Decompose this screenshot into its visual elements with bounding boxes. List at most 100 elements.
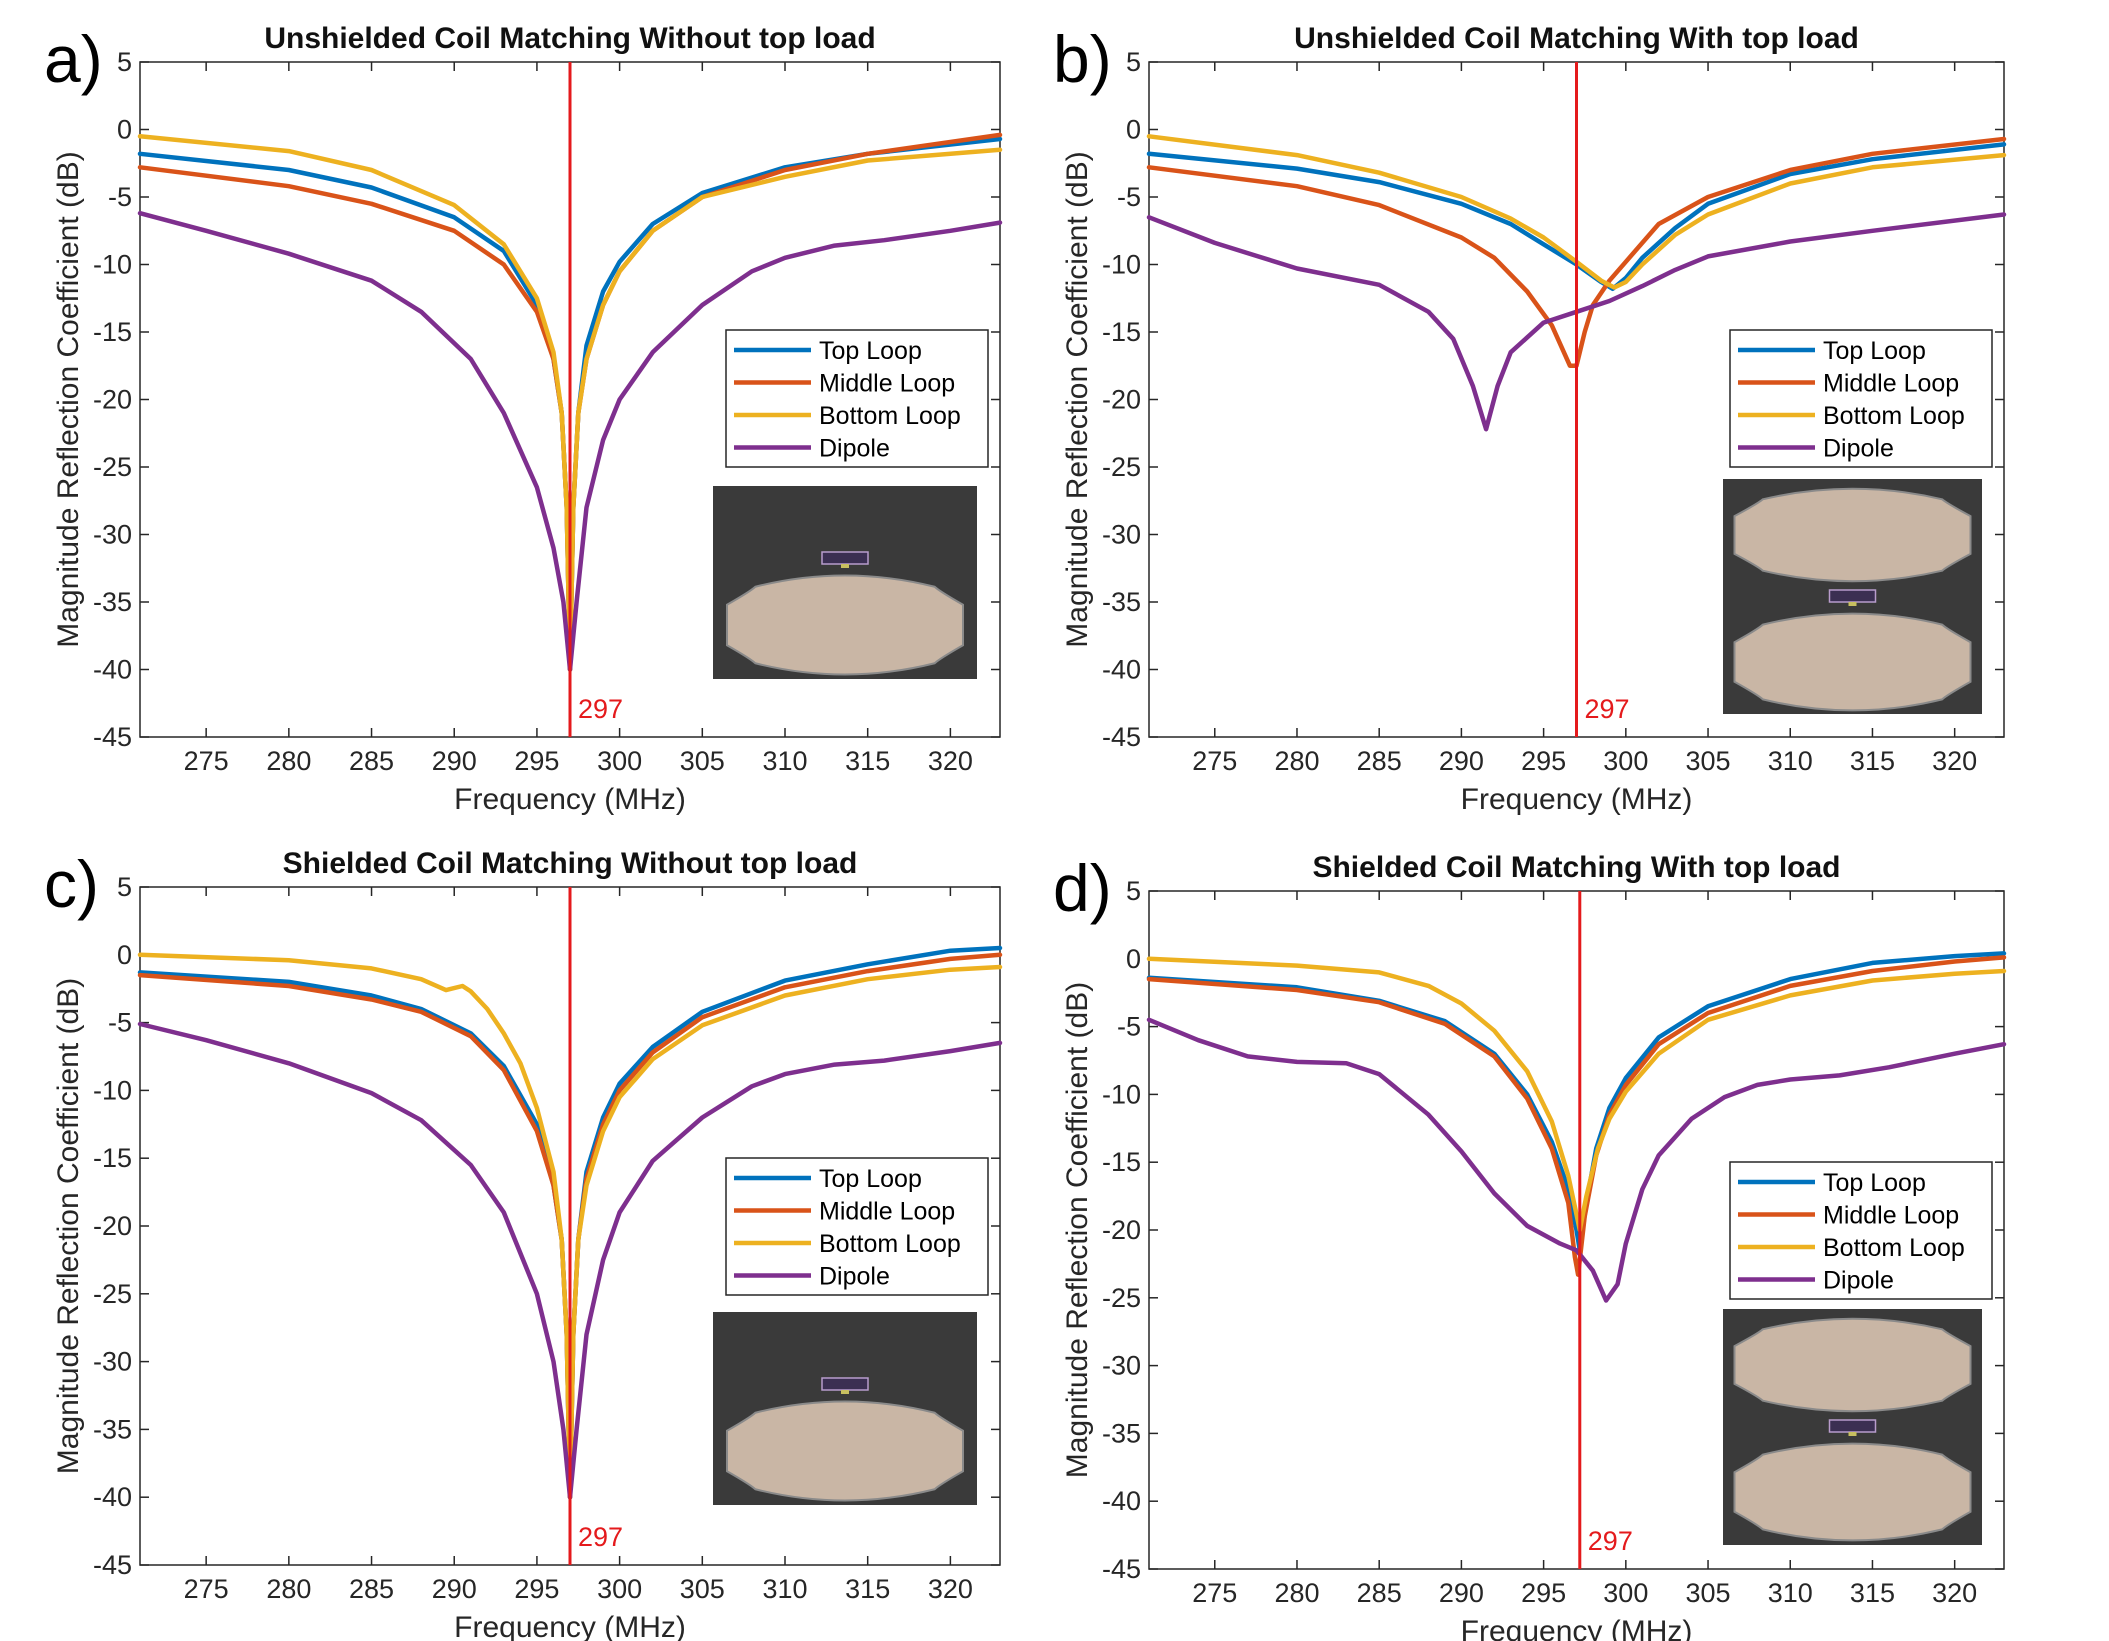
legend-label: Middle Loop (1823, 1202, 1959, 1230)
x-tick-label: 280 (266, 746, 311, 776)
series-line-bottom-loop (1146, 134, 2007, 290)
x-tick-label: 290 (1439, 1578, 1484, 1608)
y-tick-label: -35 (93, 1414, 132, 1444)
x-tick-label: 300 (597, 746, 642, 776)
series-line-bottom-loop (137, 952, 1003, 1500)
legend-label: Middle Loop (1823, 370, 1959, 398)
y-tick-label: -10 (1102, 250, 1141, 280)
y-tick-label: -5 (1117, 1012, 1141, 1042)
y-tick-label: -20 (93, 1211, 132, 1241)
x-axis-label: Frequency (MHz) (1461, 783, 1693, 816)
y-tick-label: -5 (108, 182, 132, 212)
x-tick-label: 275 (1192, 1578, 1237, 1608)
phantom-top (1733, 487, 1972, 583)
chart-title: Unshielded Coil Matching Without top loa… (264, 22, 875, 55)
y-tick-label: -35 (1102, 587, 1141, 617)
legend-box (725, 1157, 989, 1296)
y-tick-label: -40 (93, 1482, 132, 1512)
y-tick-label: -25 (1102, 1283, 1141, 1313)
x-tick-label: 320 (928, 1574, 973, 1604)
x-tick-label: 300 (1603, 746, 1648, 776)
x-tick-label: 305 (1686, 746, 1731, 776)
frequency-marker-label: 297 (578, 1522, 623, 1552)
panel-label: c) (44, 847, 99, 921)
series-line-middle-loop (1146, 136, 2007, 368)
inset-image (1723, 479, 1982, 714)
y-tick-label: -20 (1102, 1215, 1141, 1245)
y-tick-label: 0 (1126, 944, 1141, 974)
chart-panel-d: 5 0 -5 -10 -15 -20 -25 -30 -35 -40 -45 275 280 285 290… (1053, 851, 2007, 1641)
chart-panel-c: 5 0 -5 -10 -15 -20 -25 -30 -35 -40 -45 275 280 285 290… (44, 847, 1003, 1641)
x-tick-label: 295 (514, 1574, 559, 1604)
y-tick-label: -30 (1102, 1351, 1141, 1381)
y-tick-label: -10 (93, 1075, 132, 1105)
legend-label: Dipole (819, 435, 890, 463)
y-tick-label: -30 (93, 520, 132, 550)
coil-icon (1828, 589, 1877, 603)
x-axis-label: Frequency (MHz) (454, 1611, 686, 1641)
series-line-bottom-loop (137, 134, 1003, 672)
y-axis-label: Magnitude Reflection Coefficient (dB) (52, 978, 85, 1474)
x-tick-label: 280 (1274, 746, 1319, 776)
frequency-marker-label: 297 (1588, 1526, 1633, 1556)
panel-label: d) (1053, 851, 1112, 925)
legend: Top Loop Middle Loop Bottom Loop Dipole (725, 329, 989, 468)
y-tick-label: -45 (93, 1550, 132, 1580)
y-tick-label: -5 (108, 1008, 132, 1038)
y-tick-label: -35 (93, 587, 132, 617)
x-tick-label: 285 (1357, 1578, 1402, 1608)
x-tick-label: 285 (349, 746, 394, 776)
y-tick-label: -15 (93, 317, 132, 347)
coil-icon (821, 1377, 869, 1391)
y-tick-label: -45 (1102, 1554, 1141, 1584)
series-line-bottom-loop (1146, 956, 2007, 1233)
phantom-bottom (1733, 1442, 1972, 1542)
y-tick-label: -45 (93, 722, 132, 752)
y-tick-label: 0 (117, 940, 132, 970)
y-tick-label: 0 (1126, 115, 1141, 145)
legend-label: Bottom Loop (819, 402, 961, 430)
x-tick-label: 300 (597, 1574, 642, 1604)
coil-icon-feed (841, 1390, 849, 1394)
coil-icon (821, 551, 869, 565)
frequency-marker-label: 297 (1585, 694, 1630, 724)
x-tick-label: 295 (1521, 746, 1566, 776)
chart-panel-a: 5 0 -5 -10 -15 -20 -25 -30 -35 -40 -45 275 280 285 290… (44, 22, 1003, 816)
y-tick-label: -30 (93, 1347, 132, 1377)
x-tick-label: 320 (928, 746, 973, 776)
x-tick-label: 285 (1357, 746, 1402, 776)
y-tick-label: -25 (93, 452, 132, 482)
x-tick-label: 305 (680, 1574, 725, 1604)
y-tick-label: -5 (1117, 182, 1141, 212)
phantom-top (1733, 1317, 1972, 1413)
y-tick-label: -30 (1102, 520, 1141, 550)
x-tick-label: 310 (1768, 746, 1813, 776)
x-tick-label: 295 (514, 746, 559, 776)
coil-icon-feed (1848, 602, 1857, 606)
panel-label: a) (44, 22, 103, 96)
x-tick-label: 310 (1768, 1578, 1813, 1608)
chart-title: Shielded Coil Matching Without top load (283, 847, 858, 880)
series-line-dipole (1146, 212, 2007, 432)
y-tick-label: -15 (1102, 317, 1141, 347)
y-tick-label: 5 (1126, 876, 1141, 906)
legend-label: Dipole (1823, 435, 1894, 463)
coil-icon-feed (841, 564, 849, 568)
coil-icon-feed (1848, 1432, 1857, 1436)
y-tick-label: 5 (117, 872, 132, 902)
chart-panel-b: 5 0 -5 -10 -15 -20 -25 -30 -35 -40 -45 275 280 285 290… (1053, 22, 2007, 816)
x-tick-label: 320 (1932, 746, 1977, 776)
inset-image (713, 486, 977, 679)
y-tick-label: -15 (1102, 1147, 1141, 1177)
y-tick-label: -10 (93, 250, 132, 280)
legend-box (725, 329, 989, 468)
series-line-middle-loop (1146, 955, 2007, 1277)
y-tick-label: -10 (1102, 1079, 1141, 1109)
x-tick-label: 280 (1274, 1578, 1319, 1608)
y-tick-label: -20 (1102, 385, 1141, 415)
x-tick-label: 295 (1521, 1578, 1566, 1608)
legend: Top Loop Middle Loop Bottom Loop Dipole (1729, 1161, 1993, 1300)
x-tick-label: 275 (184, 1574, 229, 1604)
x-tick-label: 315 (1850, 1578, 1895, 1608)
x-tick-label: 315 (845, 746, 890, 776)
